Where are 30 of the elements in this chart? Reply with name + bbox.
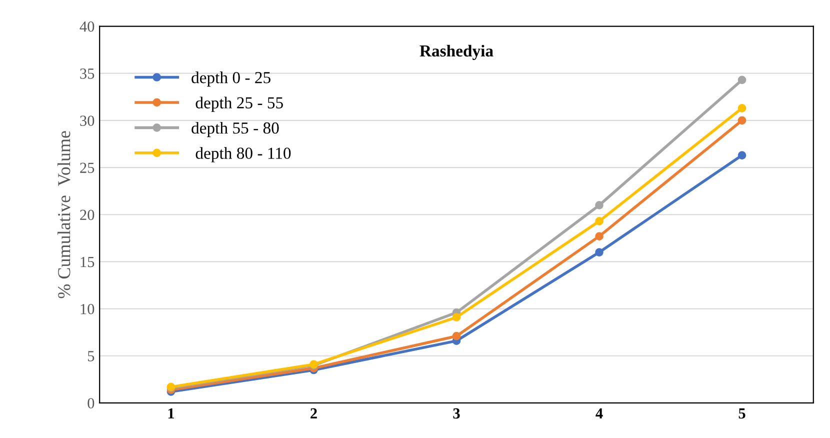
point: [738, 116, 746, 125]
y-tick-label: 30: [80, 116, 94, 126]
point: [738, 104, 746, 112]
y-axis-title: % Cumulative Volume: [58, 131, 70, 298]
y-tick-label: 40: [80, 21, 94, 32]
y-tick-label: 20: [80, 210, 94, 220]
point: [452, 313, 461, 322]
legend-label: depth 0 - 25: [192, 72, 270, 87]
y-tick-label: 0: [88, 398, 94, 408]
point: [738, 76, 746, 84]
x-tick-label: 2: [310, 408, 317, 418]
text: Rashedyia: [420, 44, 494, 60]
point: [738, 151, 746, 160]
point: [595, 201, 604, 210]
point: [452, 332, 461, 340]
point: [595, 248, 604, 256]
legend-label: depth 80 - 110: [196, 147, 291, 162]
x-tick-label: 3: [453, 408, 460, 419]
legend-label: depth 55 - 80: [192, 122, 279, 138]
legend-label: depth 25 - 55: [196, 96, 283, 112]
point: [595, 232, 604, 240]
y-tick-label: 15: [80, 256, 94, 268]
y-tick-label: 5: [88, 351, 94, 362]
x-tick-label: 5: [738, 408, 746, 419]
y-tick-label: 25: [80, 162, 94, 173]
y-tick-label: 35: [80, 68, 94, 79]
x-tick-label: 4: [596, 408, 603, 418]
x-tick-label: 1: [168, 408, 174, 418]
y-tick-label: 10: [80, 304, 94, 314]
point: [595, 217, 604, 226]
